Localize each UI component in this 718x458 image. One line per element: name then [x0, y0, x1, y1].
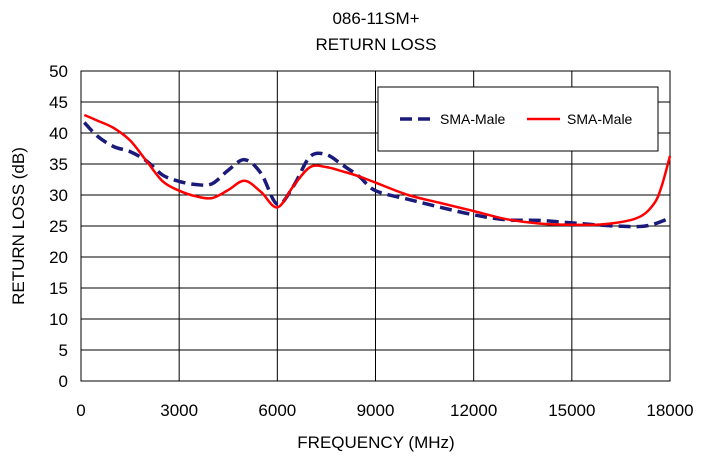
x-tick-label: 0	[76, 401, 85, 420]
chart-title: 086-11SM+	[332, 9, 419, 28]
chart-subtitle: RETURN LOSS	[316, 35, 437, 54]
y-tick-label: 40	[49, 124, 68, 143]
y-tick-label: 35	[49, 155, 68, 174]
y-tick-label: 5	[59, 341, 68, 360]
legend-label-series-1: SMA-Male	[440, 111, 506, 127]
y-tick-label: 0	[59, 372, 68, 391]
x-tick-label: 3000	[160, 401, 198, 420]
x-tick-label: 15000	[548, 401, 595, 420]
legend: SMA-Male SMA-Male	[377, 86, 659, 152]
series-line-1	[83, 121, 671, 229]
y-tick-label: 10	[49, 310, 68, 329]
y-tick-label: 30	[49, 186, 68, 205]
y-tick-label: 20	[49, 248, 68, 267]
x-tick-label: 12000	[450, 401, 497, 420]
x-tick-label: 6000	[258, 401, 296, 420]
legend-label-series-2: SMA-Male	[567, 111, 633, 127]
x-axis-label: FREQUENCY (MHz)	[297, 433, 454, 452]
x-tick-label: 9000	[357, 401, 395, 420]
series-lines	[83, 113, 672, 229]
plot-border	[80, 70, 671, 382]
y-tick-label: 45	[49, 93, 68, 112]
x-tick-label: 18000	[646, 401, 693, 420]
y-tick-label: 50	[49, 62, 68, 81]
x-tick-labels: 0 3000 6000 9000 12000 15000 18000	[76, 401, 693, 420]
y-tick-labels: 0 5 10 15 20 25 30 35 40 45 50	[49, 62, 68, 391]
y-tick-label: 25	[49, 217, 68, 236]
y-axis-label: RETURN LOSS (dB)	[9, 147, 28, 305]
y-tick-label: 15	[49, 279, 68, 298]
series-line-2	[83, 113, 672, 227]
